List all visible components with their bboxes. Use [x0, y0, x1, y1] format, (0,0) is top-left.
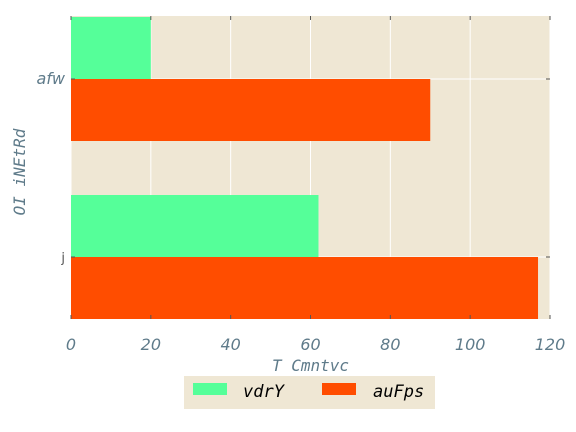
x-tick-label: 40: [220, 335, 240, 354]
x-tick-label: 120: [535, 335, 566, 354]
bar-auFps-j: [71, 257, 539, 319]
x-tick-label: 80: [380, 335, 400, 354]
bar-auFps-afw: [71, 79, 431, 141]
x-tick-label: 20: [141, 335, 161, 354]
legend-swatch-vdrY: [193, 383, 227, 395]
legend-label-auFps: auFps: [373, 382, 424, 402]
y-axis-label: OI iNEtRd: [10, 128, 29, 215]
y-axis-ticks: afw j: [36, 69, 550, 266]
x-axis-ticks: 0 20 40 60 80 100 120: [66, 16, 565, 354]
bar-vdrY-afw: [71, 17, 151, 79]
y-tick-label: afw: [36, 69, 65, 88]
x-tick-label: 0: [66, 335, 76, 354]
bars: [71, 17, 539, 319]
y-tick-label: j: [60, 251, 65, 266]
legend-swatch-auFps: [322, 383, 356, 395]
bar-vdrY-j: [71, 195, 319, 257]
x-axis-label: T Cmntvc: [272, 356, 349, 375]
legend: vdrY auFps: [184, 376, 435, 409]
legend-label-vdrY: vdrY: [243, 382, 286, 402]
x-tick-label: 100: [455, 335, 486, 354]
x-tick-label: 60: [300, 335, 320, 354]
